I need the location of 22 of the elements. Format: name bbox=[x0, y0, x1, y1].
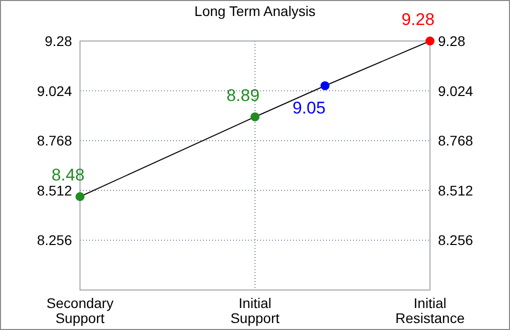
point bbox=[250, 112, 260, 122]
data-label: 8.89 bbox=[226, 86, 260, 105]
x-tick-label: Initial Resistance bbox=[395, 295, 465, 326]
y2-tick-label: 9.28 bbox=[438, 33, 466, 49]
point bbox=[426, 36, 434, 46]
y-tick-label: 9.024 bbox=[36, 82, 72, 99]
point bbox=[320, 81, 330, 90]
y-tick-label: 8.256 bbox=[36, 232, 72, 248]
data-label: 9.28 bbox=[401, 10, 435, 29]
y2-tick-label: 9.024 bbox=[438, 82, 474, 99]
data-label: 9.05 bbox=[292, 98, 326, 118]
x-tick-label: Initial Support bbox=[230, 295, 280, 326]
x-tick-label: Secondary Support bbox=[46, 295, 114, 326]
y-tick-label: 9.28 bbox=[44, 33, 72, 49]
point bbox=[76, 192, 84, 202]
y-tick-label: 8.512 bbox=[36, 182, 72, 198]
y-tick-label: 8.768 bbox=[36, 132, 72, 149]
y2-tick-label: 8.512 bbox=[438, 182, 474, 198]
y2-tick-label: 8.768 bbox=[438, 132, 474, 149]
chart-title: Long Term Analysis bbox=[194, 3, 316, 19]
data-label: 8.48 bbox=[51, 166, 85, 185]
y2-tick-label: 8.256 bbox=[438, 232, 474, 248]
